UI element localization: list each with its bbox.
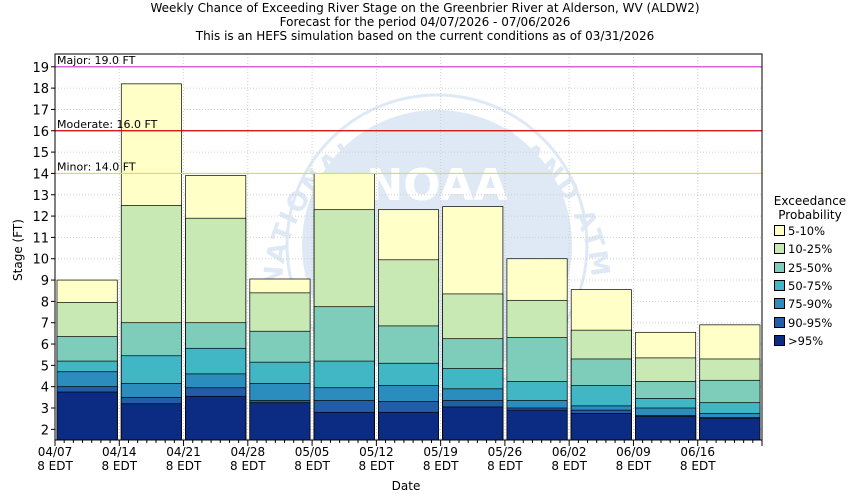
x-tick-label-date: 05/12 (359, 445, 394, 459)
bar-segment (635, 416, 697, 441)
y-tick-label: 18 (32, 82, 49, 97)
y-tick-label: 19 (32, 61, 49, 76)
y-tick-label: 5 (41, 359, 49, 374)
legend-item: 10-25% (774, 242, 832, 256)
legend-swatch (774, 225, 785, 236)
y-tick-label: 2 (41, 423, 49, 438)
x-tick-label-time: 8 EDT (487, 459, 523, 473)
legend-swatch (774, 334, 785, 346)
x-tick-label-date: 04/21 (166, 445, 201, 459)
y-tick-label: 7 (41, 317, 49, 332)
legend-label: 5-10% (788, 224, 826, 238)
bar-segment (313, 411, 375, 441)
legend-title-line-2: Probability (778, 208, 842, 222)
y-tick-label: 16 (32, 125, 49, 140)
y-tick-label: 10 (32, 253, 49, 268)
y-axis-label: Stage (FT) (11, 219, 25, 281)
x-tick-label-time: 8 EDT (551, 459, 587, 473)
legend-label: 90-95% (788, 315, 833, 330)
noaa-watermark-text: NOAA (366, 160, 507, 211)
x-tick-label-time: 8 EDT (101, 459, 137, 473)
y-tick-label: 11 (32, 231, 49, 246)
bar-segment (120, 403, 182, 441)
legend-label: >95% (788, 333, 824, 348)
x-tick-label-date: 04/28 (231, 445, 266, 459)
legend: Exceedance Probability 5-10% 10-25% 25-50%… (772, 194, 850, 348)
legend-title-line-1: Exceedance (773, 194, 847, 208)
y-tick-label: 15 (32, 146, 49, 161)
x-tick-label-time: 8 EDT (294, 459, 330, 473)
chart-title: Weekly Chance of Exceeding River Stage o… (150, 1, 700, 15)
y-tick-label: 14 (32, 167, 49, 182)
x-tick-label-date: 05/19 (423, 445, 458, 459)
y-tick-label: 6 (41, 338, 49, 353)
flood-level-label: Moderate: 16.0 FT (57, 118, 158, 131)
x-tick-label-date: 05/05 (295, 445, 330, 459)
bar-segment (56, 391, 118, 441)
legend-item: 75-90% (774, 297, 832, 311)
y-tick-label: 12 (32, 210, 49, 225)
y-tick-label: 3 (41, 402, 49, 417)
bar-segment (506, 409, 568, 441)
x-tick-label-time: 8 EDT (230, 459, 266, 473)
legend-item: 50-75% (774, 279, 832, 293)
x-tick-label-date: 04/14 (102, 445, 137, 459)
bar-segment (699, 418, 761, 441)
y-tick-label: 17 (32, 103, 49, 118)
bar-segment (570, 412, 632, 441)
legend-item: >95% (774, 334, 823, 348)
x-axis-label: Date (392, 479, 421, 493)
chart-subtitle-simulation: This is an HEFS simulation based on the … (195, 29, 655, 43)
legend-label: 75-90% (788, 297, 833, 312)
legend-swatch (774, 243, 785, 255)
x-tick-label-date: 05/26 (488, 445, 523, 459)
bar-segment (249, 402, 311, 441)
flood-level-label: Minor: 14.0 FT (57, 160, 136, 173)
x-tick-label-time: 8 EDT (166, 459, 202, 473)
bar-segment (442, 406, 504, 441)
bar-segment (185, 395, 247, 441)
legend-swatch (774, 279, 785, 291)
y-tick-label: 4 (41, 381, 49, 396)
x-tick-label-date: 06/16 (680, 445, 715, 459)
legend-swatch (774, 261, 785, 273)
legend-item: 90-95% (774, 316, 832, 330)
chart-subtitle-period: Forecast for the period 04/07/2026 - 07/… (279, 15, 571, 29)
x-tick-label-time: 8 EDT (616, 459, 652, 473)
y-tick-label: 13 (32, 189, 49, 204)
y-tick-label: 9 (41, 274, 49, 289)
x-tick-label-time: 8 EDT (680, 459, 716, 473)
flood-level-label: Major: 19.0 FT (57, 54, 136, 67)
y-tick-label: 8 (41, 295, 49, 310)
plot-frame (54, 53, 763, 441)
bar-segment (378, 411, 439, 441)
legend-label: 50-75% (788, 278, 833, 293)
x-tick-label-time: 8 EDT (37, 459, 73, 473)
x-tick-label-time: 8 EDT (359, 459, 395, 473)
x-tick-label-time: 8 EDT (423, 459, 459, 473)
legend-item: 5-10% (774, 224, 825, 238)
legend-item: 25-50% (774, 261, 832, 275)
legend-swatch (774, 316, 785, 328)
legend-label: 25-50% (788, 260, 833, 275)
x-tick-label-date: 04/07 (38, 445, 73, 459)
x-tick-label-date: 06/09 (616, 445, 651, 459)
x-tick-label-date: 06/02 (552, 445, 587, 459)
legend-swatch (774, 298, 785, 310)
legend-label: 10-25% (788, 242, 833, 257)
